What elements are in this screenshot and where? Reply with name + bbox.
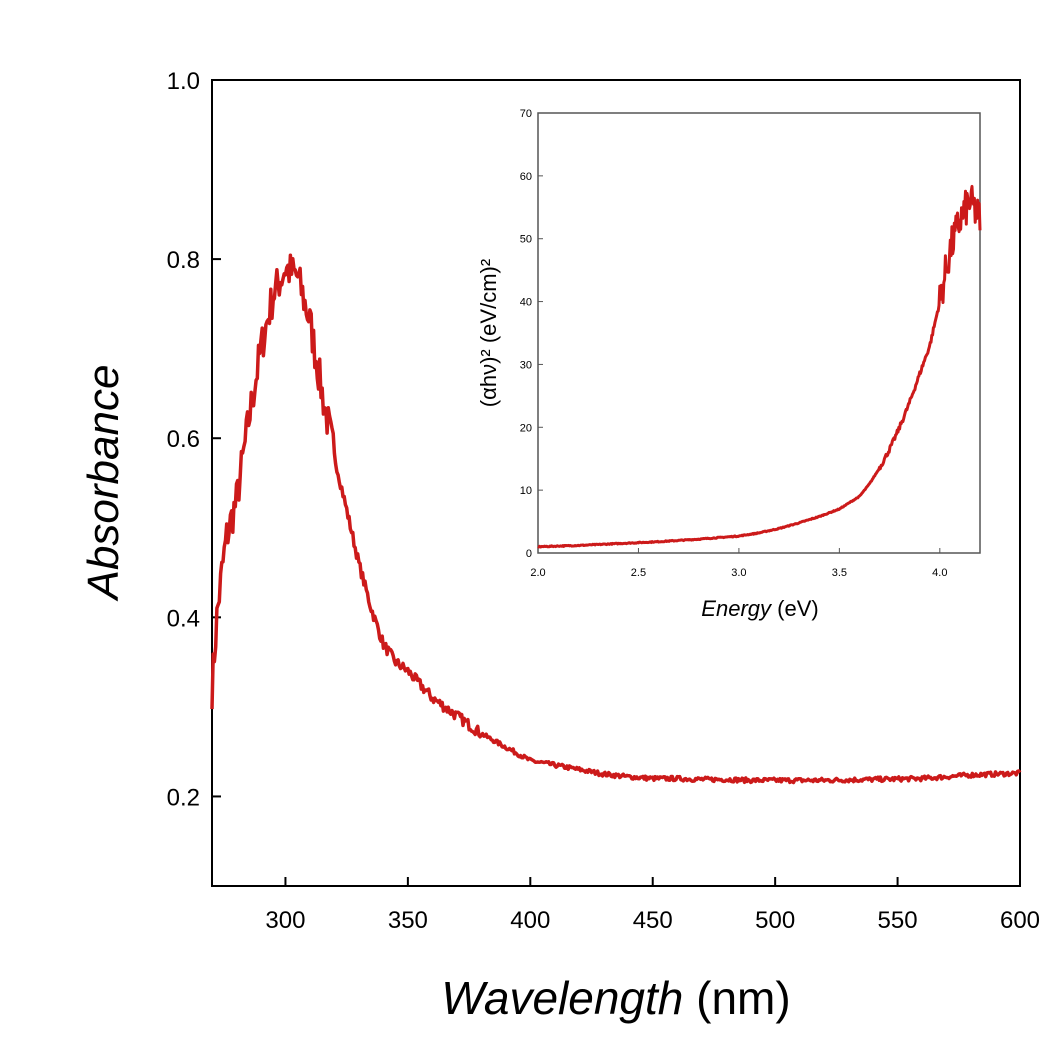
inset-x-tick-label: 3.5 [832,567,847,579]
main-x-tick-label: 300 [265,907,305,934]
inset-y-tick-label: 60 [520,171,532,183]
main-y-ticks: 0.2 0.4 0.6 0.8 1.0 [167,68,221,811]
main-x-ticks: 300 350 400 450 500 550 600 [265,877,1040,934]
main-y-tick-label: 1.0 [167,68,200,95]
inset-y-tick-label: 0 [526,548,532,560]
inset-x-axis-label-name: Energy [701,596,773,621]
inset-y-tick-label: 50 [520,234,532,246]
main-x-tick-label: 550 [878,907,918,934]
main-y-tick-label: 0.4 [167,605,200,632]
main-x-tick-label: 600 [1000,907,1040,934]
inset-x-tick-label: 2.0 [530,567,545,579]
main-x-axis-label-name: Wavelength [441,972,683,1024]
inset-y-ticks: 0 10 20 30 40 50 60 70 [520,108,543,560]
inset-x-tick-label: 2.5 [631,567,646,579]
inset-plot: 0 10 20 30 40 50 60 70 2.0 2.5 3.0 3.5 4.0 (αhν)² (… [476,108,982,621]
main-y-tick-label: 0.2 [167,784,200,811]
main-x-tick-label: 350 [388,907,428,934]
main-x-tick-label: 500 [755,907,795,934]
inset-x-axis-label: Energy (eV) [701,596,818,621]
inset-tauc-line [537,184,982,549]
main-plot-frame [211,79,1021,887]
inset-y-axis-label: (αhν)² (eV/cm)² [476,259,501,407]
main-absorbance-line [210,253,1022,785]
main-x-axis-label-unit: (nm) [683,972,790,1024]
inset-y-tick-label: 70 [520,108,532,120]
inset-x-axis-label-unit: (eV) [771,596,819,621]
inset-y-tick-label: 10 [520,485,532,497]
inset-x-tick-label: 3.0 [731,567,746,579]
main-x-axis-label: Wavelength (nm) [441,972,790,1024]
inset-y-tick-label: 40 [520,297,532,309]
inset-y-tick-label: 20 [520,422,532,434]
main-y-axis-label: Absorbance [79,365,128,603]
inset-x-tick-label: 4.0 [932,567,947,579]
inset-plot-frame [537,112,981,554]
main-x-tick-label: 450 [633,907,673,934]
inset-y-tick-label: 30 [520,359,532,371]
inset-x-ticks: 2.0 2.5 3.0 3.5 4.0 [530,548,947,579]
main-y-tick-label: 0.6 [167,426,200,453]
main-x-tick-label: 400 [510,907,550,934]
main-y-tick-label: 0.8 [167,247,200,274]
main-plot: 0.20.40.60.81.0 300 350 400 450 500 550 600 Ab… [79,68,1040,1024]
